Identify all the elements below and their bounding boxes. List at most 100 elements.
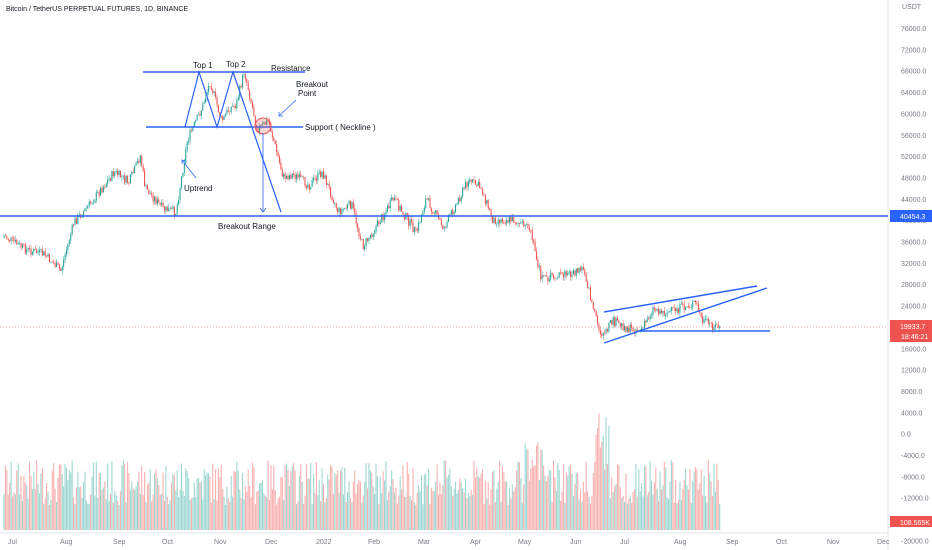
price-axis[interactable]: 76000.0 72000.0 68000.0 64000.0 60000.0 56000… (901, 26, 929, 545)
volume-bar (112, 502, 114, 530)
volume-bar (6, 469, 8, 530)
candle-body (30, 248, 32, 255)
candle-body (215, 91, 217, 97)
volume-bar (581, 501, 583, 530)
volume-bar (437, 494, 440, 530)
price-tick-label: -12000.0 (901, 496, 929, 503)
volume-bar (642, 496, 644, 530)
candle-body (16, 240, 18, 245)
volume-bar (609, 498, 611, 530)
candle-body (601, 334, 603, 336)
volume-bar (516, 470, 518, 530)
volume-bar (636, 496, 638, 530)
volume-bar (53, 463, 55, 530)
candle-body (97, 191, 99, 193)
volume-bar (592, 473, 594, 530)
candle-body (297, 174, 299, 178)
time-axis[interactable]: Jul Aug Sep Oct Nov Dec 2022 Feb Mar Apr May Jun Jul… (8, 539, 890, 546)
candle-body (94, 200, 96, 203)
candle-body (479, 182, 481, 188)
candle-body (530, 230, 532, 231)
time-tick-label: 2022 (316, 539, 332, 546)
volume-bar (623, 502, 626, 530)
volume-bar (205, 475, 207, 530)
candle-body (359, 236, 361, 240)
candle-body (677, 308, 680, 313)
time-tick-label: Feb (368, 539, 380, 546)
volume-bar (469, 496, 471, 530)
candle-body (230, 106, 232, 113)
candle-body (425, 198, 427, 209)
candle-body (21, 244, 24, 248)
wedge-lower-line[interactable] (603, 287, 768, 344)
candle-body (219, 112, 221, 117)
volume-bar (395, 487, 397, 530)
volume-bar (682, 489, 684, 530)
candle-body (582, 267, 584, 270)
candle-body (364, 246, 366, 250)
volume-bar (420, 474, 423, 530)
candle-body (77, 215, 79, 224)
candle-body (171, 208, 173, 209)
candle-body (266, 120, 268, 125)
volume-bar (41, 467, 43, 530)
volume-bar (450, 486, 452, 530)
volume-bar (249, 486, 251, 530)
candle-body (305, 185, 308, 188)
volume-bar (189, 499, 191, 530)
volume-bar (358, 479, 360, 530)
volume-bar (95, 461, 97, 530)
candle-body (412, 221, 414, 233)
breakout-point-marker[interactable] (254, 117, 272, 135)
volume-bar (303, 504, 305, 530)
candle-body (504, 223, 506, 224)
volume-bar (14, 494, 16, 530)
candle-body (242, 74, 244, 88)
candle-body (453, 212, 455, 215)
candle-body (652, 307, 654, 315)
volume-bar (470, 489, 472, 530)
candle-body (676, 308, 678, 312)
candle-body (602, 332, 604, 336)
volume-bar (294, 470, 296, 530)
volume-bar (577, 473, 579, 530)
volume-bar (511, 484, 513, 530)
volume-bar (26, 485, 28, 530)
time-tick-label: Sep (113, 539, 126, 546)
volume-bar (33, 471, 35, 530)
candle-body (202, 103, 204, 111)
time-tick-label: Aug (60, 539, 73, 546)
candle-body (101, 188, 103, 193)
volume-bar (151, 501, 153, 530)
candle-body (622, 323, 624, 331)
volume-bar (276, 504, 278, 530)
volume-bar (618, 465, 620, 530)
double-top-pattern[interactable] (184, 69, 282, 213)
volume-bar (699, 483, 701, 530)
candle-body (61, 266, 63, 271)
candle-body (544, 275, 546, 276)
candle-body (473, 179, 475, 181)
candle-body (562, 274, 565, 278)
volume-bar (85, 500, 87, 530)
volume-bar (399, 476, 401, 530)
candle-body (107, 179, 109, 184)
candle-body (611, 320, 613, 325)
candle-body (330, 187, 332, 197)
candle-body (71, 224, 73, 234)
candle-body (349, 201, 352, 209)
candle-body (517, 223, 519, 225)
volume-value-label-bg (890, 516, 932, 527)
volume-bar (541, 450, 543, 530)
volume-bar (683, 479, 685, 530)
candle-body (642, 327, 644, 329)
candle-body (315, 178, 317, 181)
wedge-upper-line[interactable] (603, 285, 758, 313)
volume-bar (206, 472, 208, 530)
volume-bar (257, 490, 259, 530)
volume-bar (579, 489, 582, 530)
candle-body (368, 237, 370, 241)
volume-bar (153, 473, 156, 530)
candle-body (543, 275, 545, 276)
